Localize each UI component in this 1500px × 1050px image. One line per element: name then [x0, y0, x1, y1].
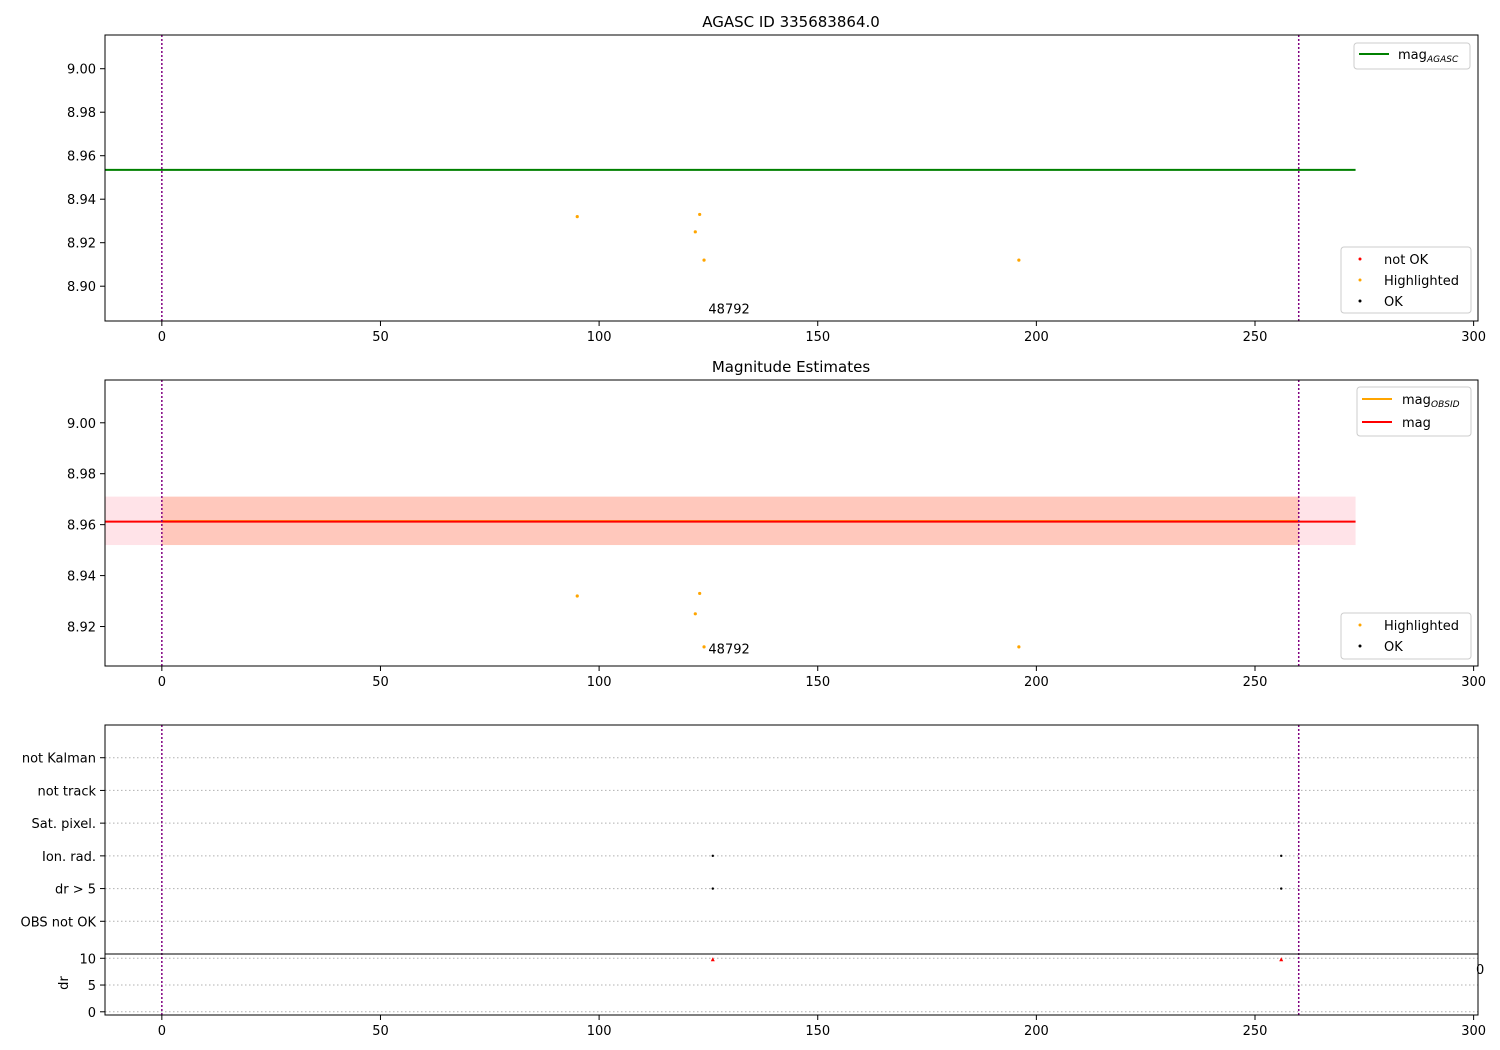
y-tick-label: 8.96: [67, 519, 96, 534]
x-tick-label: 300: [1461, 1024, 1486, 1039]
legend-mag-label: mag: [1402, 416, 1431, 431]
magnitude-estimates-panel: Magnitude Estimates 8.92 8.94 8.96 8.98 9.00…: [67, 358, 1486, 690]
flag-row-label: Ion. rad.: [42, 850, 96, 865]
agasc-title: AGASC ID 335683864.0: [702, 13, 880, 31]
point-highlighted: [698, 212, 702, 217]
y-tick-label: 8.96: [67, 150, 96, 165]
dr-tick-label: 5: [88, 979, 96, 994]
x-tick-label: 250: [1243, 330, 1268, 345]
x-tick-label: 200: [1024, 675, 1049, 690]
flag-row-label: not Kalman: [22, 752, 96, 767]
agasc-lower-legend: not OK Highlighted OK: [1340, 246, 1472, 314]
flag-point: [1280, 887, 1283, 890]
flag-row-label: OBS not OK: [21, 915, 97, 930]
legend-not-ok-label: not OK: [1384, 253, 1429, 268]
x-tick-label: 50: [372, 1024, 389, 1039]
flag-point: [1280, 854, 1283, 858]
x-tick-label: 0: [158, 675, 166, 690]
magnitude-estimates-title: Magnitude Estimates: [712, 358, 870, 376]
point-highlighted: [702, 258, 706, 262]
x-tick-label: 200: [1024, 330, 1049, 345]
agasc-upper-legend: mag AGASC: [1353, 42, 1471, 70]
x-tick-label: 0: [158, 330, 166, 345]
y-tick-label: 9.00: [67, 417, 96, 432]
x-tick-label: 200: [1024, 1024, 1049, 1039]
y-tick-label: 8.90: [67, 280, 96, 295]
point-highlighted: [1017, 258, 1021, 262]
y-tick-label: 8.98: [67, 106, 96, 121]
x-tick-label: 300: [1461, 675, 1486, 690]
flag-row-label: Sat. pixel.: [32, 817, 96, 832]
dr-tick-label: 10: [79, 952, 96, 967]
obsid-annotation: 48792: [708, 302, 749, 317]
legend-marker-highlighted: [1358, 623, 1362, 627]
x-tick-label: 150: [805, 1024, 830, 1039]
point-highlighted: [1017, 645, 1021, 649]
x-tick-label: 100: [587, 675, 612, 690]
estimates-axes-frame: [104, 379, 1479, 667]
legend-mag-agasc-label: mag: [1398, 48, 1427, 63]
legend-mag-obsid-subscript: OBSID: [1431, 400, 1460, 410]
x-tick-label: 250: [1243, 1024, 1268, 1039]
flag-point: [711, 854, 714, 858]
x-tick-label: 50: [372, 330, 389, 345]
y-tick-label: 8.98: [67, 468, 96, 483]
point-highlighted: [693, 612, 697, 616]
x-tick-label: 0: [158, 1024, 166, 1039]
x-tick-label: 150: [805, 675, 830, 690]
point-highlighted: [693, 230, 697, 234]
legend-mag-obsid-label: mag: [1402, 393, 1431, 408]
dr-above-limit-marker: [1279, 957, 1284, 962]
legend-marker-ok: [1358, 299, 1362, 303]
x-tick-label: 100: [587, 1024, 612, 1039]
flag-point: [711, 887, 714, 890]
estimates-lower-legend: Highlighted OK: [1340, 612, 1472, 660]
dr-tick-label: 0: [88, 1006, 96, 1021]
point-highlighted: [702, 645, 706, 649]
agasc-magnitude-panel: AGASC ID 335683864.0 8.90 8.92 8.94 8.96 8.9…: [67, 13, 1486, 345]
legend-highlighted-label: Highlighted: [1384, 619, 1459, 634]
x-tick-label: 250: [1243, 675, 1268, 690]
x-tick-label: 300: [1461, 330, 1486, 345]
legend-ok-label: OK: [1384, 295, 1403, 310]
obsid-annotation: 48792: [708, 642, 749, 657]
y-tick-label: 8.94: [67, 193, 96, 208]
dr-ylabel: dr: [57, 976, 72, 990]
legend-ok-label: OK: [1384, 640, 1403, 655]
legend-highlighted-label: Highlighted: [1384, 274, 1459, 289]
legend-marker-ok: [1358, 644, 1362, 648]
dr-above-limit-marker: [710, 957, 715, 962]
y-tick-label: 8.94: [67, 570, 96, 585]
legend-marker-not-ok: [1358, 257, 1362, 261]
legend-mag-agasc-subscript: AGASC: [1426, 55, 1459, 65]
x-tick-label: 50: [372, 675, 389, 690]
y-tick-label: 8.92: [67, 621, 96, 636]
flag-row-label: dr > 5: [55, 883, 96, 898]
point-highlighted: [575, 215, 579, 219]
flags-axes-frame: [104, 724, 1479, 1016]
estimates-upper-legend: mag OBSID mag: [1356, 386, 1472, 437]
point-highlighted: [575, 594, 579, 598]
x-tick-label: 150: [805, 330, 830, 345]
agasc-axes-frame: [104, 34, 1479, 322]
x-tick-label: 100: [587, 330, 612, 345]
flag-row-label: not track: [37, 784, 96, 799]
clipped-tick-fragment: 0: [1476, 963, 1484, 978]
y-tick-label: 8.92: [67, 237, 96, 252]
legend-marker-highlighted: [1358, 278, 1362, 282]
point-highlighted: [698, 591, 702, 596]
flags-and-dr-panel: not Kalman not track Sat. pixel. Ion. rad. d…: [21, 724, 1486, 1039]
y-tick-label: 9.00: [67, 63, 96, 78]
